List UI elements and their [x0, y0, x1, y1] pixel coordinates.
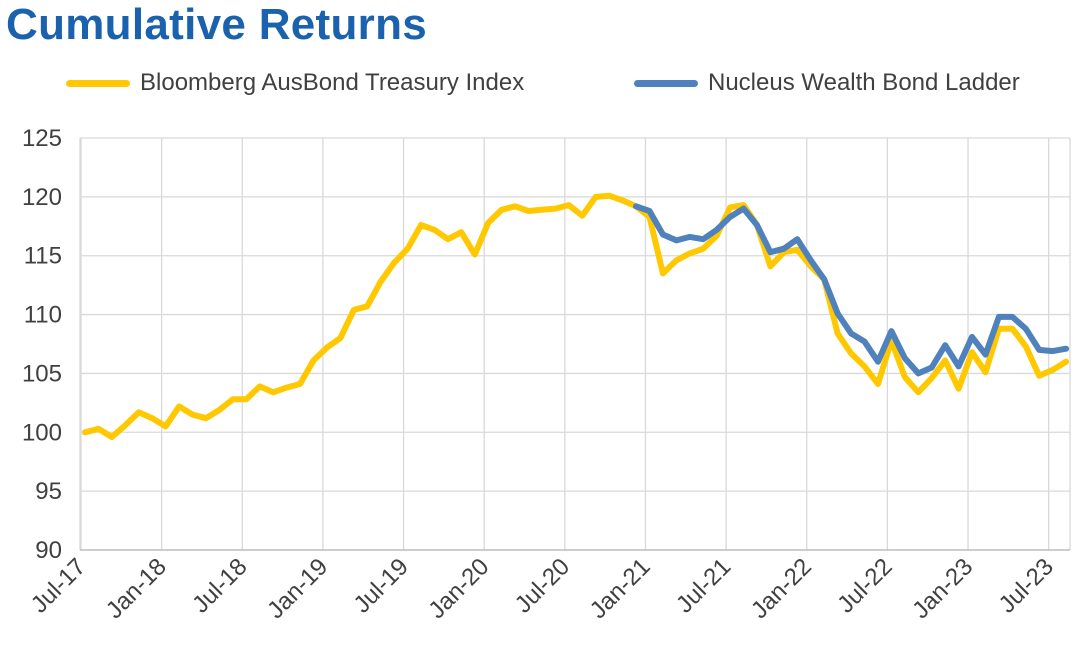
- x-tick-label: Jul-20: [510, 553, 575, 618]
- x-tick-label: Jul-22: [832, 553, 897, 618]
- x-tick-label: Jul-23: [994, 553, 1059, 618]
- legend-swatch-nucleus: [634, 79, 698, 87]
- x-tick-label: Jan-18: [101, 553, 172, 624]
- series-line-bloomberg: [82, 192, 1070, 440]
- y-tick-label: 110: [24, 302, 62, 329]
- y-tick-label: 120: [22, 184, 62, 211]
- legend-label-bloomberg: Bloomberg AusBond Treasury Index: [140, 69, 525, 96]
- legend-item-nucleus: Nucleus Wealth Bond Ladder: [634, 66, 1020, 100]
- x-tick-label: Jan-22: [746, 553, 817, 624]
- x-tick-label: Jan-20: [423, 553, 494, 624]
- x-tick-label: Jul-21: [671, 553, 736, 618]
- x-tick-label: Jan-19: [262, 553, 333, 624]
- y-tick-label: 100: [22, 419, 62, 446]
- x-tick-label: Jan-23: [907, 553, 978, 624]
- legend-item-bloomberg: Bloomberg AusBond Treasury Index: [66, 66, 524, 100]
- series-line-nucleus: [633, 203, 1070, 377]
- legend-swatch-bloomberg: [66, 79, 130, 87]
- legend-label-nucleus: Nucleus Wealth Bond Ladder: [708, 69, 1020, 96]
- chart-legend: Bloomberg AusBond Treasury Index Nucleus…: [0, 66, 1090, 100]
- y-tick-label: 90: [35, 537, 62, 564]
- x-tick-label: Jan-21: [585, 553, 656, 624]
- y-tick-label: 125: [22, 125, 62, 152]
- y-tick-label: 115: [24, 243, 62, 270]
- x-tick-label: Jul-18: [187, 553, 252, 618]
- y-tick-label: 105: [22, 360, 62, 387]
- x-tick-label: Jul-19: [348, 553, 413, 618]
- chart-title: Cumulative Returns: [6, 0, 428, 49]
- y-tick-label: 95: [35, 478, 62, 505]
